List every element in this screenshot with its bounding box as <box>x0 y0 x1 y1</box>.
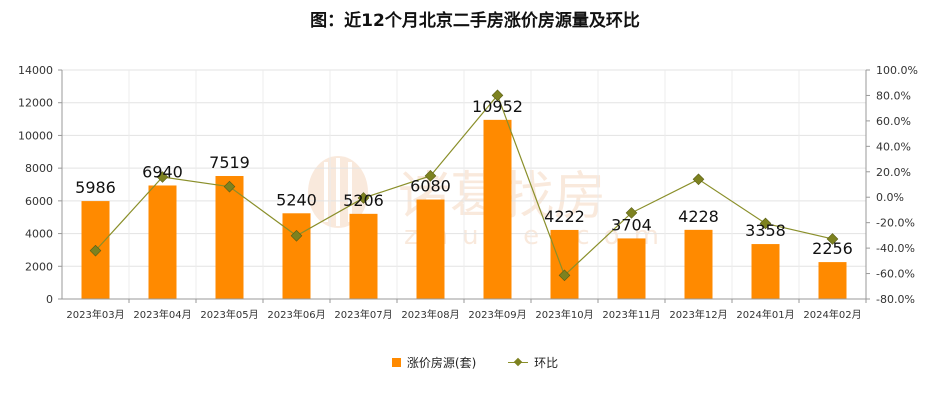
line-point <box>89 244 102 257</box>
line-point <box>759 217 772 230</box>
y-tick-label: 14000 <box>18 64 53 77</box>
bar-series <box>81 119 847 300</box>
bar <box>416 199 445 299</box>
line-point <box>357 192 370 204</box>
y-tick-label: 10000 <box>18 129 53 142</box>
bar-value-label: 7519 <box>209 153 250 172</box>
legend-item-line[interactable]: 环比 <box>508 354 558 371</box>
line-point <box>223 180 236 193</box>
y2-tick-label: 60.0% <box>876 115 911 128</box>
data-labels: 5986 6940 7519 5240 5206 6080 10952 4222 3704 422… <box>75 97 853 258</box>
legend-bar-swatch <box>391 358 401 367</box>
line-point <box>424 170 437 182</box>
bar-value-label: 3358 <box>745 221 786 240</box>
bar-value-label: 6080 <box>410 177 451 196</box>
legend-bar-label: 涨价房源(套) <box>406 356 477 370</box>
x-tick-label: 2023年06月 <box>267 308 325 321</box>
y2-tick-label: 100.0% <box>876 64 918 77</box>
y2-tick-label: -20.0% <box>876 217 915 230</box>
x-tick-label: 2023年12月 <box>669 308 727 321</box>
x-tick-label: 2023年04月 <box>133 308 191 321</box>
x-tick-label: 2023年11月 <box>602 308 660 321</box>
legend: 涨价房源(套) 环比 <box>0 354 950 371</box>
x-tick-label: 2023年03月 <box>66 308 124 321</box>
y2-tick-label: -60.0% <box>876 268 915 281</box>
legend-line-swatch <box>508 358 529 367</box>
line-point <box>491 89 504 102</box>
line-point <box>625 207 638 219</box>
y-tick-label: 8000 <box>25 162 53 175</box>
bar <box>818 262 847 299</box>
bar <box>684 229 713 299</box>
x-tick-label: 2023年10月 <box>535 308 593 321</box>
x-tick-label: 2024年02月 <box>803 308 861 321</box>
y2-tick-label: 20.0% <box>876 166 911 179</box>
y2-tick-label: -80.0% <box>876 293 915 306</box>
bar-value-label: 10952 <box>472 97 523 116</box>
bar <box>215 176 244 299</box>
bar <box>148 185 177 299</box>
line-path <box>95 94 833 277</box>
bar <box>349 213 378 299</box>
bar <box>550 229 579 299</box>
bar-value-label: 5986 <box>75 178 116 197</box>
y2-tick-label: -40.0% <box>876 242 915 255</box>
line-point <box>692 173 705 186</box>
bar-value-label: 3704 <box>611 215 652 234</box>
x-tick-label: 2023年05月 <box>200 308 258 321</box>
bar <box>751 244 780 299</box>
x-tick-label: 2023年07月 <box>334 308 392 321</box>
bar-value-label: 4222 <box>544 207 585 226</box>
bar-value-label: 5206 <box>343 191 384 210</box>
line-series <box>89 89 839 282</box>
bar-value-label: 6940 <box>142 162 183 181</box>
y-tick-label: 2000 <box>25 260 53 273</box>
line-point <box>558 269 571 282</box>
axes-layer: 0 2000 4000 6000 8000 10000 12000 14000 -80.0% -6… <box>18 64 918 321</box>
line-point <box>156 171 169 183</box>
y2-tick-label: 40.0% <box>876 140 911 153</box>
y2-tick-label: 0.0% <box>876 191 904 204</box>
bar-value-label: 2256 <box>812 239 853 258</box>
x-tick-label: 2023年08月 <box>401 308 459 321</box>
x-tick-label: 2024年01月 <box>736 308 794 321</box>
bar <box>483 119 512 300</box>
chart-title: 图：近12个月北京二手房涨价房源量及环比 <box>310 11 640 31</box>
bar <box>617 238 646 299</box>
y-tick-label: 4000 <box>25 228 53 241</box>
bar-value-label: 5240 <box>276 190 317 209</box>
legend-line-label: 环比 <box>534 356 559 370</box>
line-point <box>826 233 839 245</box>
x-tick-label: 2023年09月 <box>468 308 526 321</box>
line-point <box>290 229 303 242</box>
y-tick-label: 0 <box>46 293 53 306</box>
y-tick-label: 12000 <box>18 97 53 110</box>
grid-layer <box>62 69 866 300</box>
bar-value-label: 4228 <box>678 207 719 226</box>
y-tick-label: 6000 <box>25 195 53 208</box>
y2-tick-label: 80.0% <box>876 89 911 102</box>
bar <box>282 213 311 299</box>
legend-item-bar[interactable]: 涨价房源(套) <box>391 354 477 371</box>
